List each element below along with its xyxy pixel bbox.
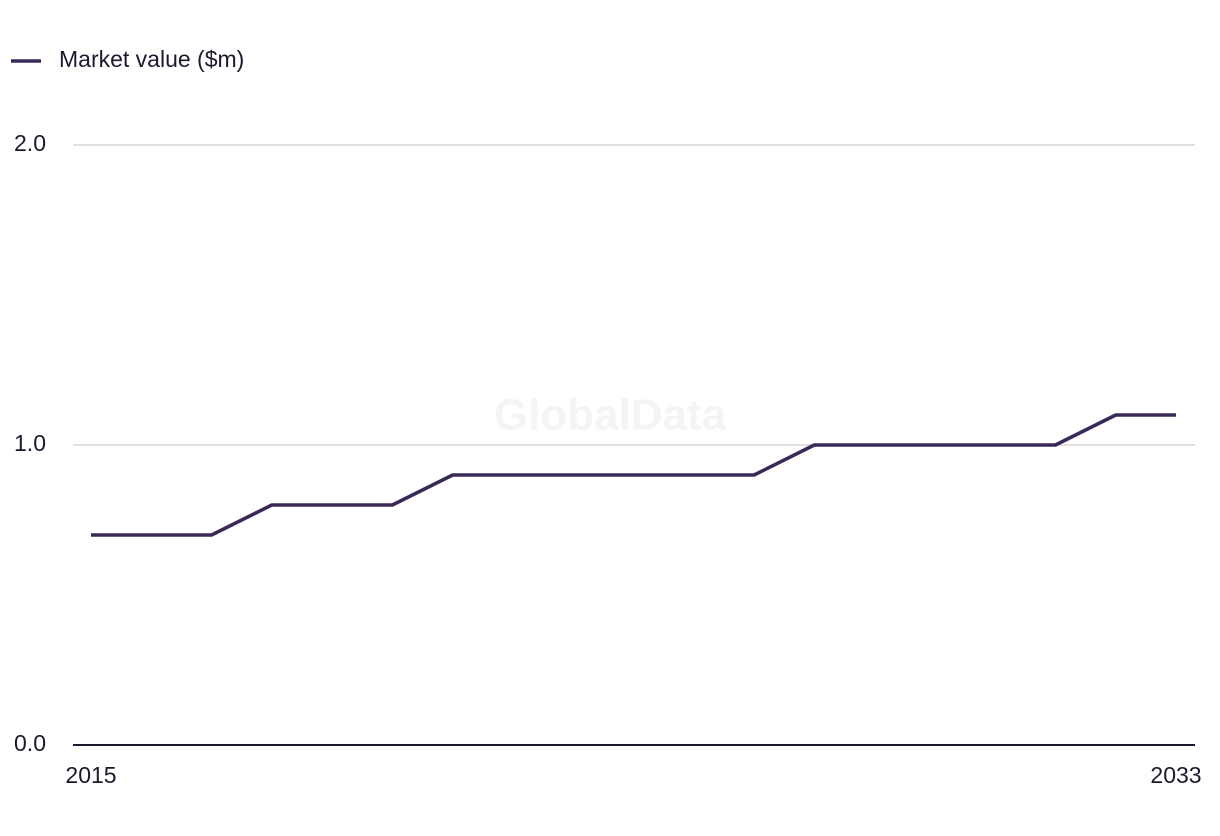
watermark: GlobalData <box>494 391 727 440</box>
legend-label: Market value ($m) <box>59 46 244 72</box>
y-tick-label: 1.0 <box>14 430 46 456</box>
x-tick-label: 2015 <box>65 762 116 788</box>
series-line <box>91 413 1176 537</box>
x-tick-label: 2033 <box>1150 762 1201 788</box>
y-tick-label: 0.0 <box>14 730 46 756</box>
y-tick-label: 2.0 <box>14 130 46 156</box>
